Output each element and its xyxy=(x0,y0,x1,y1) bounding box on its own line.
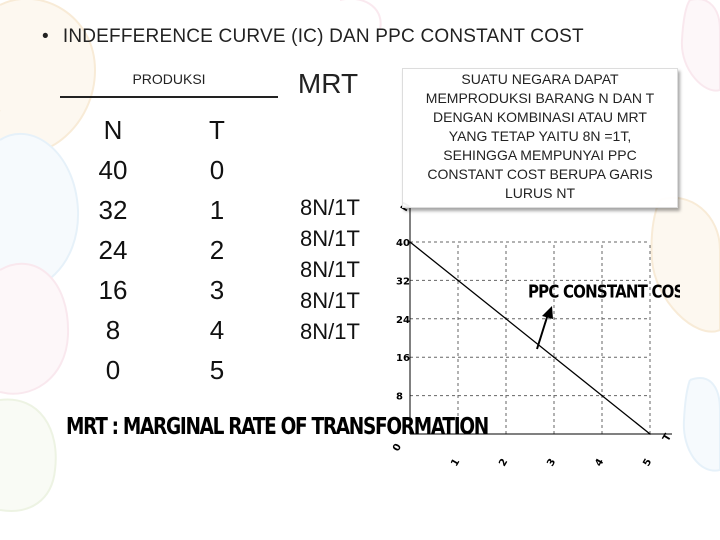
y-tick-label: 40 xyxy=(396,238,410,249)
y-tick-label: 24 xyxy=(396,315,410,326)
description-line: MEMPRODUKSI BARANG N DAN T xyxy=(425,90,655,106)
x-tick-label: 4 xyxy=(593,457,606,469)
mrt-value: 8N/1T xyxy=(300,195,360,220)
ppc-point xyxy=(553,356,555,358)
x-tick-label: 2 xyxy=(497,457,510,469)
ppc-arrow-shaft xyxy=(536,313,549,350)
description-box: SUATU NEGARA DAPAT MEMPRODUKSI BARANG N … xyxy=(402,68,678,208)
y-tick-label: 32 xyxy=(396,276,410,287)
produksi-header: PRODUKSI xyxy=(60,68,278,98)
n-column: N 40 32 24 16 8 0 xyxy=(78,110,148,390)
n-value: 8 xyxy=(105,315,121,345)
description-line: YANG TETAP YAITU 8N =1T, xyxy=(448,128,632,144)
t-value: 2 xyxy=(209,235,225,265)
n-value: 24 xyxy=(98,235,128,265)
description-line: DENGAN KOMBINASI ATAU MRT xyxy=(433,109,647,125)
ppc-arrow-head xyxy=(542,306,553,319)
description-line: SEHINGGA MEMPUNYAI PPC xyxy=(443,147,637,163)
t-value: 3 xyxy=(209,275,225,305)
y-tick-label: 16 xyxy=(396,353,410,364)
mrt-value: 8N/1T xyxy=(300,226,360,251)
mrt-definition-footer: MRT : MARGINAL RATE OF TRANSFORMATION xyxy=(66,414,489,441)
mrt-column: 8N/1T 8N/1T 8N/1T 8N/1T 8N/1T xyxy=(280,192,380,347)
t-value: 1 xyxy=(209,195,225,225)
x-axis-label: T xyxy=(661,432,674,444)
n-value: 40 xyxy=(98,155,128,185)
ppc-curve-label: PPC CONSTANT COST xyxy=(528,281,680,301)
mrt-header: MRT xyxy=(297,68,359,99)
x-tick-label: 1 xyxy=(449,457,462,469)
ppc-chart: 123458162432400NTPPC CONSTANT COST xyxy=(391,201,680,469)
n-value: 32 xyxy=(98,195,128,225)
mrt-value: 8N/1T xyxy=(300,319,360,344)
t-value: 4 xyxy=(209,315,225,345)
description-line: SUATU NEGARA DAPAT xyxy=(461,71,619,87)
x-tick-label: 3 xyxy=(545,457,558,469)
x-tick-label: 5 xyxy=(641,457,654,469)
ppc-point xyxy=(505,318,507,320)
mrt-value: 8N/1T xyxy=(300,257,360,282)
ppc-point xyxy=(457,279,459,282)
t-column: T 0 1 2 3 4 5 xyxy=(182,110,252,390)
n-value: 16 xyxy=(98,275,128,305)
origin-label: 0 xyxy=(391,442,404,454)
y-tick-label: 8 xyxy=(396,392,403,403)
ppc-point xyxy=(649,433,651,435)
t-value: 5 xyxy=(209,355,225,385)
ppc-line xyxy=(409,241,651,435)
n-column-header: N xyxy=(103,115,123,145)
description-line: CONSTANT COST BERUPA GARIS xyxy=(427,166,653,182)
n-value: 0 xyxy=(105,355,121,385)
ppc-point xyxy=(409,241,411,243)
t-column-header: T xyxy=(209,115,225,145)
title-bullet: • xyxy=(42,26,49,47)
mrt-value: 8N/1T xyxy=(300,288,360,313)
ppc-point xyxy=(601,394,603,397)
slide-title: • INDEFFERENCE CURVE (IC) DAN PPC CONSTAN… xyxy=(42,26,584,48)
slide-title-text: INDEFFERENCE CURVE (IC) DAN PPC CONSTANT… xyxy=(62,26,584,47)
description-line: LURUS NT xyxy=(504,185,575,201)
t-value: 0 xyxy=(209,155,225,185)
